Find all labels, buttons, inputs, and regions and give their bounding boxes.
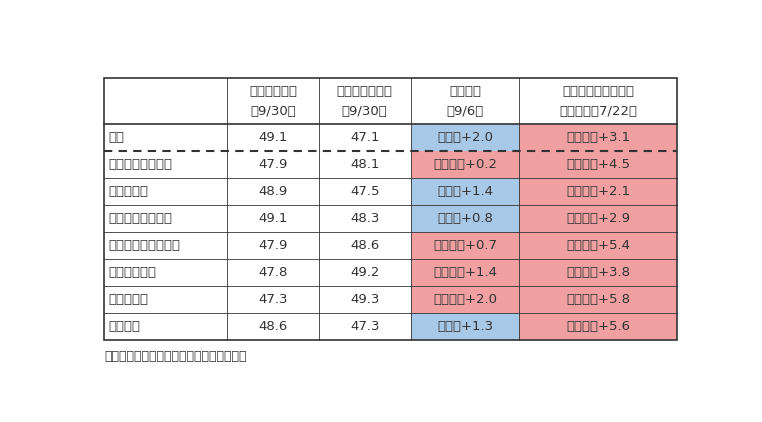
Bar [104,313,411,340]
Text: 48.6: 48.6 [350,239,379,252]
Text: ノースカロライナ州: ノースカロライナ州 [109,239,181,252]
Text: トランプ+5.6: トランプ+5.6 [566,320,630,333]
Bar [411,313,520,340]
Text: トランプ+1.4: トランプ+1.4 [433,266,497,279]
Text: 48.9: 48.9 [258,185,288,198]
Text: 全米: 全米 [109,131,125,144]
Bar [520,205,677,232]
Text: 47.9: 47.9 [258,158,288,171]
Bar [520,232,677,259]
Text: トランプ支持率: トランプ支持率 [337,84,392,97]
Text: （出所）リアル・クリア・ポリティックス: （出所）リアル・クリア・ポリティックス [104,349,247,362]
Text: トランプ+2.9: トランプ+2.9 [566,212,630,225]
Bar [411,151,520,178]
Text: ハリス+2.0: ハリス+2.0 [437,131,493,144]
Text: 48.3: 48.3 [350,212,379,225]
Text: 支持率差: 支持率差 [449,84,481,97]
Text: バイデン・トランプ: バイデン・トランプ [562,84,634,97]
Bar [411,232,520,259]
Text: トランプ+0.7: トランプ+0.7 [433,239,497,252]
Text: 49.1: 49.1 [258,131,288,144]
Bar [520,259,677,286]
Bar [104,232,411,259]
Bar [520,178,677,205]
Text: ハリス+1.3: ハリス+1.3 [437,320,493,333]
Bar [104,259,411,286]
Text: ハリス+0.8: ハリス+0.8 [437,212,493,225]
Text: トランプ+5.8: トランプ+5.8 [566,293,630,306]
Text: トランプ+2.0: トランプ+2.0 [433,293,497,306]
Text: トランプ+3.8: トランプ+3.8 [566,266,630,279]
Text: ペンシルバニア州: ペンシルバニア州 [109,158,173,171]
Bar [520,313,677,340]
Text: 47.9: 47.9 [258,239,288,252]
Text: 49.2: 49.2 [350,266,379,279]
Text: （9/6）: （9/6） [447,105,484,118]
Text: ハリス支持率: ハリス支持率 [249,84,297,97]
Bar [104,78,677,124]
Text: トランプ+0.2: トランプ+0.2 [433,158,497,171]
Text: 47.8: 47.8 [258,266,288,279]
Text: ジョージア州: ジョージア州 [109,266,157,279]
Text: 49.3: 49.3 [350,293,379,306]
Bar [104,78,677,340]
Bar [104,178,411,205]
Text: 47.3: 47.3 [258,293,288,306]
Text: （9/30）: （9/30） [250,105,296,118]
Bar [104,124,411,151]
Bar [104,151,411,178]
Text: トランプ+4.5: トランプ+4.5 [566,158,630,171]
Text: ネバダ州: ネバダ州 [109,320,141,333]
Text: 支持率差（7/22）: 支持率差（7/22） [559,105,637,118]
Bar [411,259,520,286]
Bar [520,124,677,151]
Text: 47.5: 47.5 [350,185,379,198]
Text: ハリス+1.4: ハリス+1.4 [437,185,493,198]
Bar [411,205,520,232]
Text: トランプ+5.4: トランプ+5.4 [566,239,630,252]
Text: 47.3: 47.3 [350,320,379,333]
Bar [411,178,520,205]
Text: ミシガン州: ミシガン州 [109,185,149,198]
Text: トランプ+2.1: トランプ+2.1 [566,185,630,198]
Text: 49.1: 49.1 [258,212,288,225]
Bar [104,286,411,313]
Text: ウィスコンシン州: ウィスコンシン州 [109,212,173,225]
Text: 47.1: 47.1 [350,131,379,144]
Bar [411,286,520,313]
Bar [520,151,677,178]
Text: （9/30）: （9/30） [342,105,388,118]
Bar [104,205,411,232]
Text: 48.6: 48.6 [258,320,288,333]
Text: アリゾナ州: アリゾナ州 [109,293,149,306]
Bar [411,124,520,151]
Text: トランプ+3.1: トランプ+3.1 [566,131,630,144]
Text: 48.1: 48.1 [350,158,379,171]
Bar [520,286,677,313]
